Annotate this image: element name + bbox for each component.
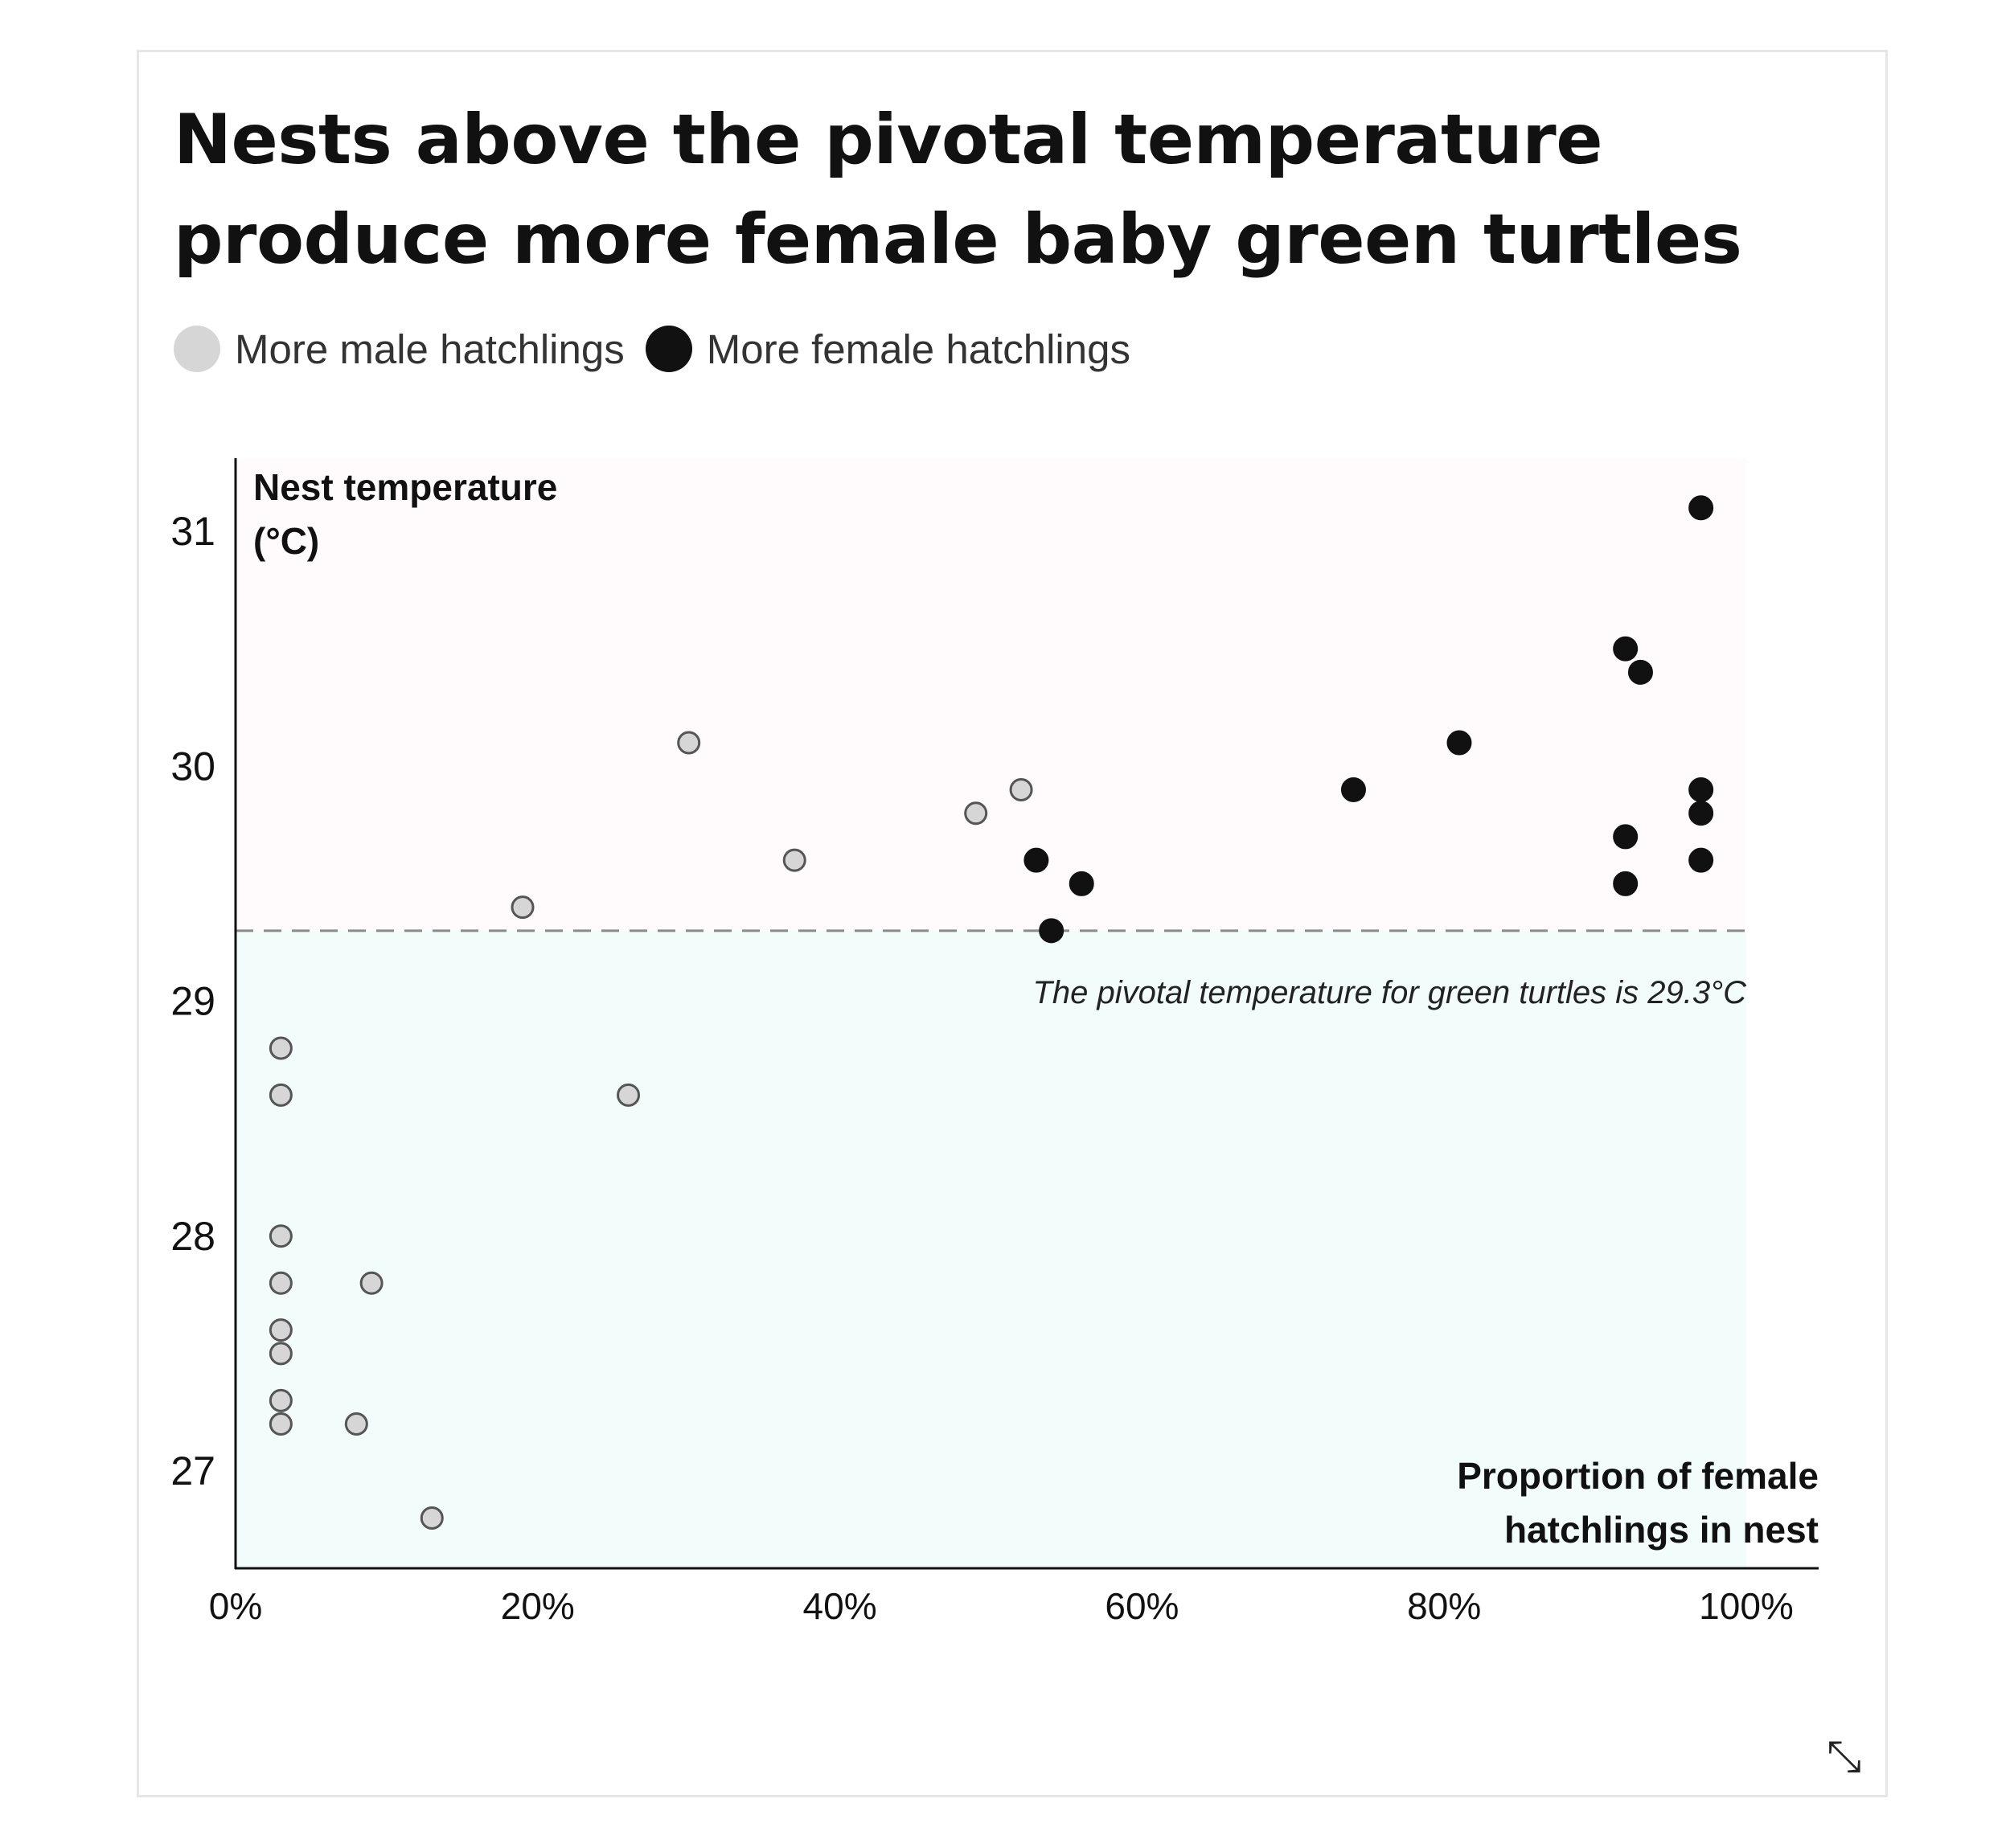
y-tick-label: 29 (170, 979, 215, 1024)
male-point (964, 801, 988, 826)
male-point (359, 1271, 384, 1295)
y-tick-label: 27 (170, 1448, 215, 1494)
y-tick-label: 28 (170, 1214, 215, 1259)
female-point (1688, 495, 1714, 521)
male-point (511, 895, 535, 920)
female-point (1688, 847, 1714, 873)
male-point (269, 1083, 293, 1107)
legend-male-label: More male hatchlings (235, 326, 625, 372)
female-point (1613, 636, 1639, 662)
female-point (1688, 776, 1714, 802)
legend-female-label: More female hatchlings (706, 326, 1130, 372)
pivot-label: The pivotal temperature for green turtle… (1032, 975, 1747, 1010)
male-point (420, 1506, 444, 1530)
legend: More male hatchlings More female hatchli… (174, 323, 1151, 375)
female-point (1446, 730, 1472, 756)
male-point (1009, 777, 1033, 801)
female-point (1688, 801, 1714, 826)
y-tick-label: 30 (170, 744, 215, 789)
x-tick-label: 0% (209, 1585, 262, 1627)
legend-item-female: More female hatchlings (645, 326, 1130, 373)
female-point (1613, 871, 1639, 896)
x-tick-label: 60% (1105, 1585, 1179, 1627)
expand-icon[interactable]: ⤡ (1827, 1732, 1862, 1780)
male-point (269, 1388, 293, 1412)
male-point (269, 1224, 293, 1248)
male-point (782, 848, 806, 872)
y-tick-label: 31 (170, 509, 215, 554)
chart-title: Nests above the pivotal temperature prod… (174, 100, 1742, 280)
male-point (269, 1342, 293, 1366)
y-axis-title: Nest temperature (°C) (253, 466, 557, 562)
band-above-pivot (236, 458, 1746, 931)
female-point (1069, 871, 1094, 896)
legend-item-male: More male hatchlings (174, 326, 625, 373)
male-point (344, 1412, 368, 1436)
female-point (1613, 824, 1639, 850)
male-point (617, 1083, 641, 1107)
x-tick-label: 100% (1699, 1585, 1794, 1627)
male-point (677, 731, 701, 755)
band-below-pivot (236, 930, 1746, 1568)
legend-female-swatch (645, 326, 692, 372)
male-point (269, 1036, 293, 1060)
male-point (269, 1271, 293, 1295)
x-tick-label: 80% (1407, 1585, 1481, 1627)
female-point (1023, 847, 1049, 873)
female-point (1340, 776, 1366, 802)
x-tick-label: 20% (501, 1585, 575, 1627)
legend-male-swatch (174, 326, 220, 372)
male-point (269, 1412, 293, 1436)
male-point (269, 1318, 293, 1342)
x-axis-title: Proportion of female hatchlings in nest (1457, 1455, 1819, 1551)
female-point (1627, 659, 1653, 685)
x-tick-label: 40% (803, 1585, 877, 1627)
female-point (1039, 918, 1064, 944)
